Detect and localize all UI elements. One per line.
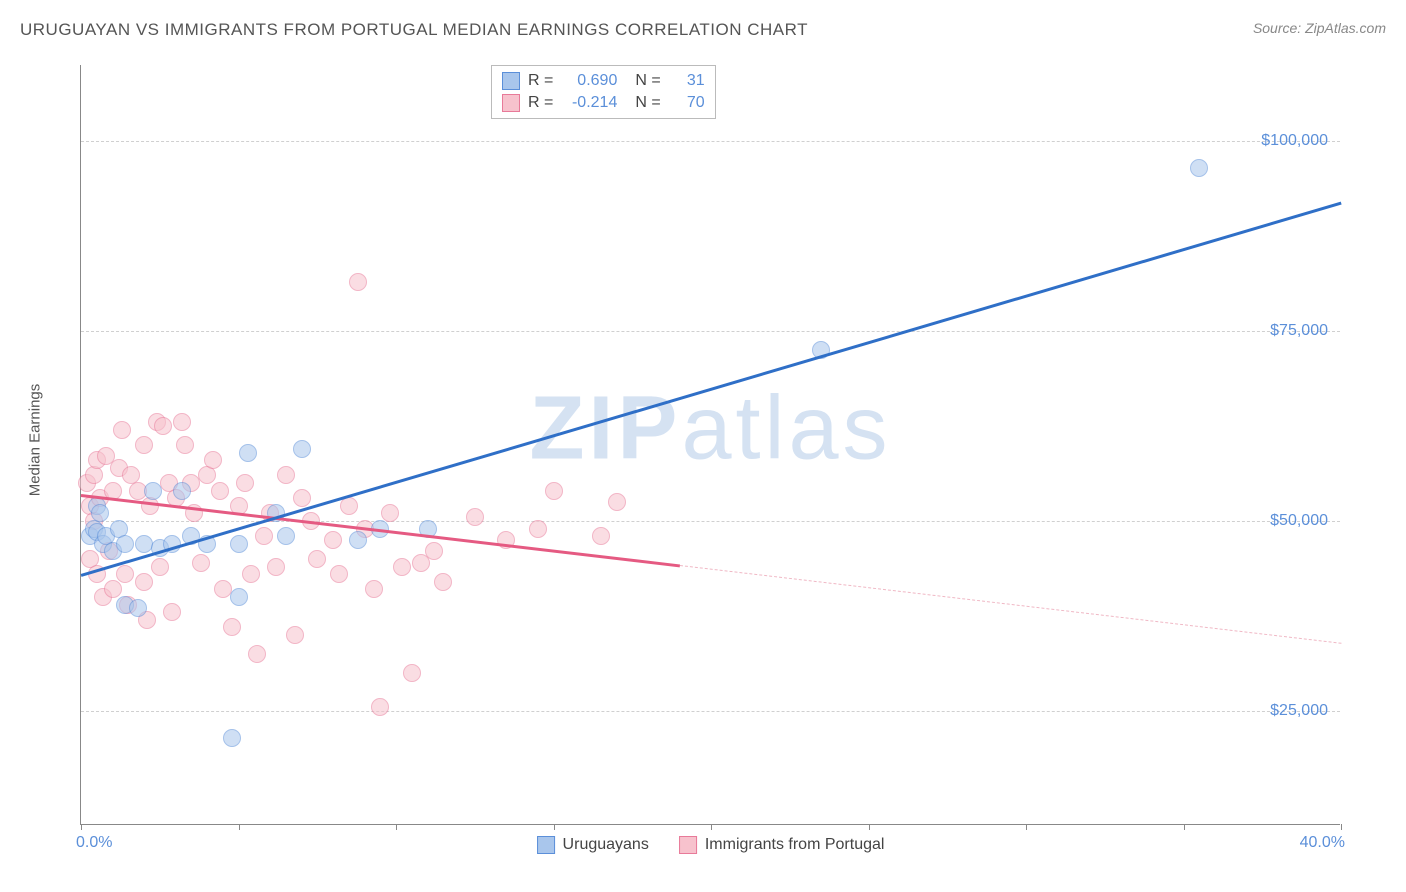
data-point-blue <box>129 599 147 617</box>
series-legend: Uruguayans Immigrants from Portugal <box>537 836 885 854</box>
data-point-blue <box>230 588 248 606</box>
stats-legend-row: R = 0.690 N = 31 <box>502 70 705 92</box>
data-point-blue <box>1190 159 1208 177</box>
y-tick-label: $100,000 <box>1261 132 1328 150</box>
data-point-pink <box>293 489 311 507</box>
x-tick-label: 0.0% <box>76 834 112 852</box>
data-point-blue <box>91 504 109 522</box>
legend-r-label: R = <box>528 72 553 90</box>
x-tick-label: 40.0% <box>1300 834 1345 852</box>
data-point-pink <box>248 645 266 663</box>
data-point-pink <box>340 497 358 515</box>
legend-n-label: N = <box>635 72 660 90</box>
data-point-blue <box>277 527 295 545</box>
data-point-blue <box>293 440 311 458</box>
data-point-pink <box>434 573 452 591</box>
data-point-pink <box>277 466 295 484</box>
data-point-pink <box>393 558 411 576</box>
x-tick <box>554 824 555 830</box>
legend-swatch-blue <box>502 72 520 90</box>
data-point-pink <box>592 527 610 545</box>
data-point-pink <box>242 565 260 583</box>
gridline <box>81 141 1340 142</box>
x-tick <box>1184 824 1185 830</box>
data-point-pink <box>204 451 222 469</box>
x-tick <box>1026 824 1027 830</box>
plot-area: ZIPatlas R =0.690N =31R =-0.214N =70 Uru… <box>80 65 1340 825</box>
data-point-pink <box>255 527 273 545</box>
data-point-pink <box>85 466 103 484</box>
legend-n-label: N = <box>635 94 660 112</box>
data-point-pink <box>116 565 134 583</box>
data-point-blue <box>349 531 367 549</box>
x-tick <box>239 824 240 830</box>
data-point-pink <box>330 565 348 583</box>
gridline <box>81 711 1340 712</box>
data-point-pink <box>286 626 304 644</box>
legend-n-value: 31 <box>669 72 705 90</box>
data-point-pink <box>365 580 383 598</box>
data-point-pink <box>154 417 172 435</box>
chart-container: Median Earnings ZIPatlas R =0.690N =31R … <box>50 55 1360 825</box>
data-point-blue <box>116 535 134 553</box>
data-point-pink <box>113 421 131 439</box>
x-tick <box>396 824 397 830</box>
x-tick <box>81 824 82 830</box>
data-point-pink <box>308 550 326 568</box>
legend-swatch-pink <box>502 94 520 112</box>
data-point-blue <box>223 729 241 747</box>
data-point-blue <box>230 535 248 553</box>
legend-n-value: 70 <box>669 94 705 112</box>
y-tick-label: $75,000 <box>1270 322 1328 340</box>
y-tick-label: $50,000 <box>1270 512 1328 530</box>
x-tick <box>711 824 712 830</box>
data-point-pink <box>324 531 342 549</box>
data-point-pink <box>545 482 563 500</box>
data-point-pink <box>151 558 169 576</box>
data-point-pink <box>104 580 122 598</box>
data-point-pink <box>466 508 484 526</box>
data-point-pink <box>223 618 241 636</box>
data-point-pink <box>529 520 547 538</box>
legend-swatch-blue <box>537 836 555 854</box>
data-point-pink <box>135 436 153 454</box>
data-point-pink <box>267 558 285 576</box>
legend-r-label: R = <box>528 94 553 112</box>
legend-r-value: -0.214 <box>561 94 617 112</box>
x-tick <box>1341 824 1342 830</box>
data-point-pink <box>173 413 191 431</box>
data-point-pink <box>371 698 389 716</box>
data-point-pink <box>608 493 626 511</box>
data-point-blue <box>173 482 191 500</box>
data-point-pink <box>349 273 367 291</box>
y-tick-label: $25,000 <box>1270 702 1328 720</box>
data-point-blue <box>239 444 257 462</box>
data-point-pink <box>211 482 229 500</box>
y-axis-label: Median Earnings <box>27 384 44 497</box>
stats-legend: R = 0.690 N = 31 R = -0.214 N = 70 <box>491 65 716 119</box>
gridline <box>81 331 1340 332</box>
data-point-pink <box>176 436 194 454</box>
legend-item: Uruguayans <box>537 836 649 854</box>
legend-label: Immigrants from Portugal <box>705 836 885 854</box>
data-point-pink <box>192 554 210 572</box>
x-tick <box>869 824 870 830</box>
stats-legend-row: R = -0.214 N = 70 <box>502 92 705 114</box>
regression-line-pink-dashed <box>679 565 1341 644</box>
legend-label: Uruguayans <box>563 836 649 854</box>
regression-line-pink <box>81 494 680 567</box>
data-point-blue <box>144 482 162 500</box>
data-point-pink <box>141 497 159 515</box>
chart-title: URUGUAYAN VS IMMIGRANTS FROM PORTUGAL ME… <box>20 20 808 40</box>
legend-item: Immigrants from Portugal <box>679 836 885 854</box>
legend-swatch-pink <box>679 836 697 854</box>
data-point-pink <box>425 542 443 560</box>
source-attribution: Source: ZipAtlas.com <box>1253 20 1386 36</box>
data-point-pink <box>403 664 421 682</box>
data-point-pink <box>135 573 153 591</box>
watermark: ZIPatlas <box>529 378 891 481</box>
data-point-pink <box>163 603 181 621</box>
data-point-pink <box>236 474 254 492</box>
legend-r-value: 0.690 <box>561 72 617 90</box>
